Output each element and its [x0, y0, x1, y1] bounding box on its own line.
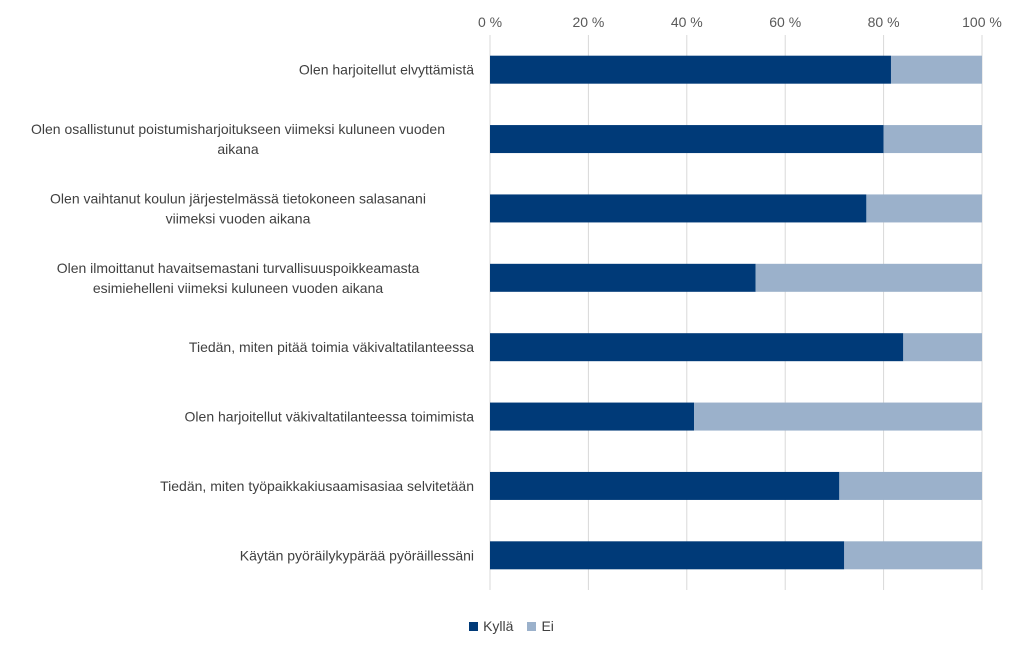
- category-label: Olen ilmoittanut havaitsemastani turvall…: [57, 260, 420, 276]
- legend-label: Kyllä: [483, 618, 514, 634]
- category-label: Tiedän, miten pitää toimia väkivaltatila…: [189, 339, 474, 355]
- category-label: Käytän pyöräilykypärää pyöräillessäni: [240, 547, 474, 563]
- bar-ei-0: [890, 55, 982, 84]
- x-axis-ticks: 0 % 20 % 40 % 60 % 80 % 100 %: [478, 14, 1002, 30]
- bar-kyll--1: [490, 125, 884, 154]
- bar-kyll--5: [490, 402, 695, 431]
- x-tick-label: 100 %: [962, 14, 1002, 30]
- bar-ei-4: [903, 333, 982, 362]
- legend-swatch: [469, 621, 479, 631]
- x-tick-label: 0 %: [478, 14, 502, 30]
- gridlines: [489, 35, 983, 590]
- category-label: viimeksi vuoden aikana: [166, 210, 311, 226]
- bar-kyll--0: [490, 55, 891, 84]
- category-label: esimiehelleni viimeksi kuluneen vuoden a…: [93, 280, 383, 296]
- bar-ei-7: [844, 541, 982, 570]
- bar-kyll--4: [490, 333, 904, 362]
- x-tick-label: 40 %: [671, 14, 703, 30]
- bars: [490, 55, 982, 570]
- category-label: aikana: [217, 141, 258, 157]
- legend-swatch: [527, 621, 537, 631]
- bar-kyll--7: [490, 541, 845, 570]
- category-label: Tiedän, miten työpaikkakiusaamisasiaa se…: [160, 478, 474, 494]
- x-tick-label: 80 %: [868, 14, 900, 30]
- x-tick-label: 60 %: [769, 14, 801, 30]
- bar-ei-1: [883, 125, 982, 154]
- category-label: Olen vaihtanut koulun järjestelmässä tie…: [50, 190, 426, 206]
- bar-kyll--3: [490, 263, 756, 292]
- legend-item: Kyllä: [469, 618, 513, 634]
- stacked-bar-chart: Olen harjoitellut elvyttämistä Olen osall…: [31, 14, 1002, 590]
- bar-ei-3: [755, 263, 982, 292]
- category-label: Olen harjoitellut väkivaltatilanteessa t…: [185, 409, 475, 425]
- bar-kyll--2: [490, 194, 867, 223]
- legend-label: Ei: [541, 618, 554, 634]
- bar-ei-6: [839, 471, 982, 500]
- category-label: Olen harjoitellut elvyttämistä: [299, 62, 474, 78]
- x-tick-label: 20 %: [572, 14, 604, 30]
- category-labels: Olen harjoitellut elvyttämistä Olen osall…: [31, 62, 474, 564]
- bar-ei-5: [694, 402, 982, 431]
- bar-kyll--6: [490, 471, 840, 500]
- bar-ei-2: [866, 194, 982, 223]
- category-label: Olen osallistunut poistumisharjoitukseen…: [31, 121, 445, 137]
- legend-item: Ei: [527, 618, 554, 634]
- legend: Kyllä Ei: [0, 618, 1023, 634]
